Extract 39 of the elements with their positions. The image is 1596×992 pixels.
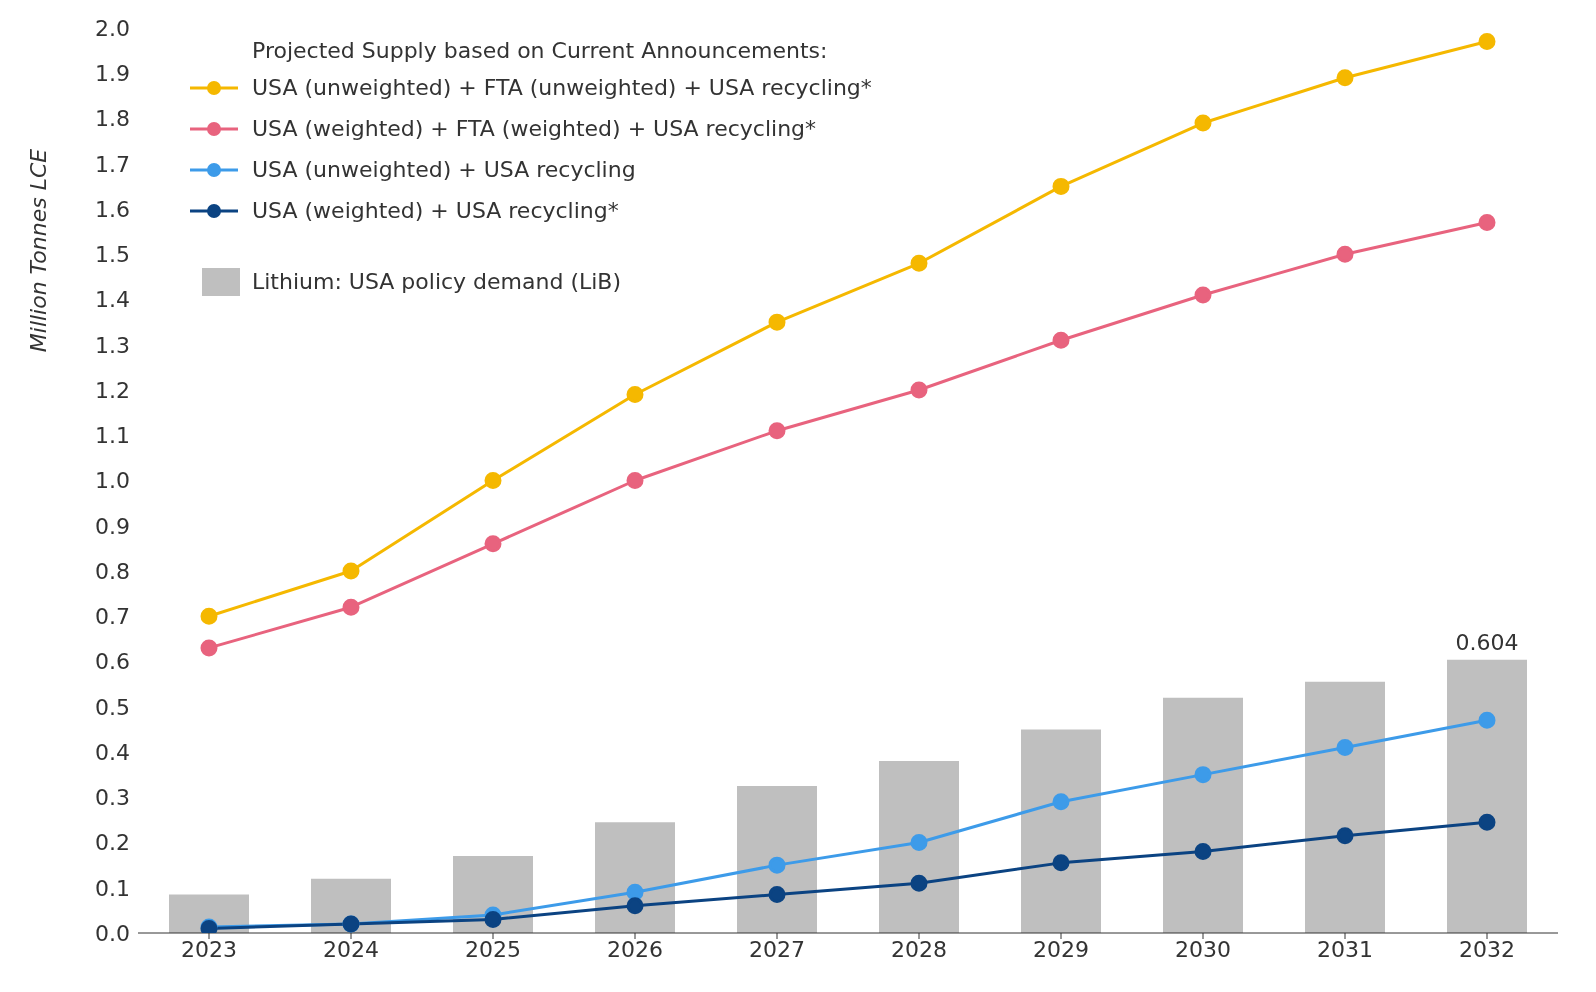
y-axis-title: Million Tonnes LCE [25, 148, 51, 353]
y-tick-label: 1.2 [95, 377, 130, 403]
y-tick-label: 1.0 [95, 468, 130, 494]
x-tick-label: 2032 [1459, 936, 1515, 962]
y-tick-label: 0.2 [95, 830, 130, 856]
legend-label: USA (weighted) + USA recycling* [252, 198, 619, 223]
y-tick-label: 1.6 [95, 196, 130, 222]
y-tick-label: 1.7 [95, 151, 130, 177]
y-tick-label: 1.4 [95, 287, 130, 313]
y-tick-label: 1.8 [95, 106, 130, 132]
y-tick-label: 0.6 [95, 649, 130, 675]
x-tick-label: 2027 [749, 936, 805, 962]
legend-label: USA (unweighted) + USA recycling [252, 157, 636, 182]
x-tick-label: 2030 [1175, 936, 1231, 962]
legend-label: Lithium: USA policy demand (LiB) [252, 269, 622, 294]
x-tick-label: 2026 [607, 936, 663, 962]
y-tick-label: 1.1 [95, 423, 130, 449]
y-tick-label: 2.0 [95, 15, 130, 41]
y-tick-label: 0.9 [95, 513, 130, 539]
legend-title: Projected Supply based on Current Announcements: [252, 38, 829, 63]
y-tick-label: 0.3 [95, 785, 130, 811]
legend-label: USA (weighted) + FTA (weighted) + USA recycling* [252, 116, 817, 141]
x-tick-label: 2025 [465, 936, 521, 962]
x-tick-label: 2023 [181, 936, 237, 962]
y-tick-label: 0.5 [95, 694, 130, 720]
data-label: 0.604 [1455, 629, 1519, 655]
y-tick-label: 0.0 [95, 920, 130, 946]
y-tick-label: 0.4 [95, 739, 130, 765]
legend-label: USA (unweighted) + FTA (unweighted) + USA recycling* [252, 75, 872, 100]
y-tick-label: 1.5 [95, 242, 130, 268]
y-tick-label: 1.3 [95, 332, 130, 358]
y-tick-label: 0.1 [95, 875, 130, 901]
y-tick-label: 0.7 [95, 604, 130, 630]
x-tick-label: 2029 [1033, 936, 1089, 962]
y-tick-label: 0.8 [95, 558, 130, 584]
y-tick-label: 1.9 [95, 61, 130, 87]
x-tick-label: 2031 [1317, 936, 1373, 962]
x-tick-label: 2028 [891, 936, 947, 962]
x-tick-label: 2024 [323, 936, 379, 962]
